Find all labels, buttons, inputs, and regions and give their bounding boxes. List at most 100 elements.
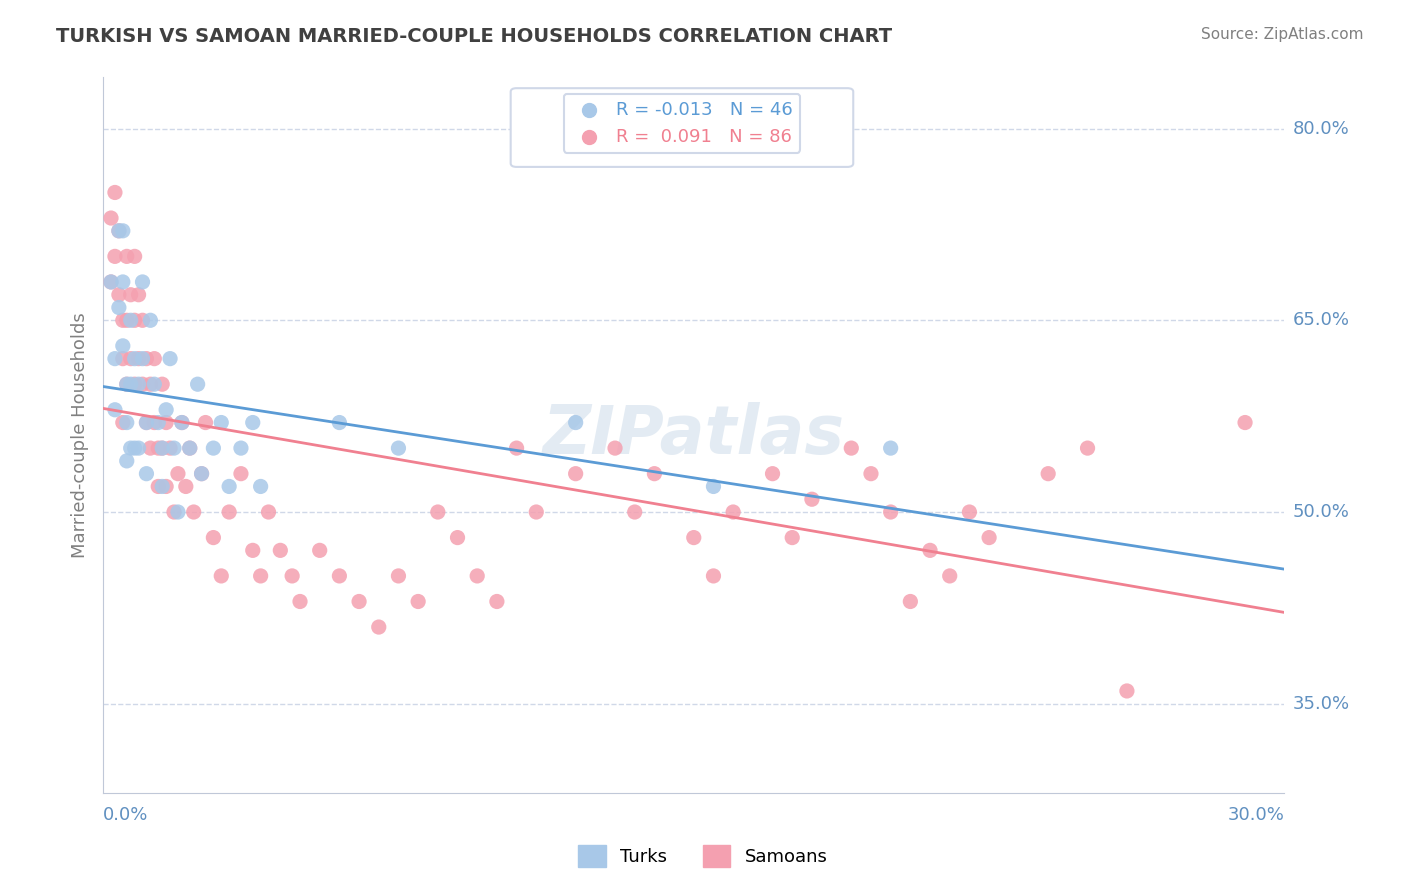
- Point: [426, 505, 449, 519]
- Point: [139, 377, 162, 392]
- Text: 30.0%: 30.0%: [1227, 806, 1285, 824]
- Point: [249, 569, 271, 583]
- Legend: R = -0.013   N = 46, R =  0.091   N = 86: R = -0.013 N = 46, R = 0.091 N = 86: [564, 94, 800, 153]
- Point: [643, 467, 665, 481]
- Point: [148, 479, 170, 493]
- Point: [100, 211, 122, 225]
- Point: [879, 505, 901, 519]
- Point: [128, 441, 150, 455]
- Point: [174, 479, 197, 493]
- Point: [115, 416, 138, 430]
- Point: [115, 377, 138, 392]
- Point: [163, 441, 186, 455]
- Point: [269, 543, 291, 558]
- Point: [150, 441, 173, 455]
- Point: [104, 249, 127, 263]
- Point: [209, 569, 232, 583]
- Point: [761, 467, 783, 481]
- Point: [120, 377, 142, 392]
- Text: 80.0%: 80.0%: [1292, 120, 1348, 137]
- Point: [111, 416, 134, 430]
- Point: [229, 441, 252, 455]
- Point: [898, 594, 921, 608]
- Point: [108, 224, 131, 238]
- Point: [104, 402, 127, 417]
- Point: [257, 505, 280, 519]
- Point: [623, 505, 645, 519]
- Point: [150, 377, 173, 392]
- Point: [918, 543, 941, 558]
- Point: [170, 416, 193, 430]
- FancyBboxPatch shape: [510, 88, 853, 167]
- Point: [111, 313, 134, 327]
- Point: [179, 441, 201, 455]
- Point: [1036, 467, 1059, 481]
- Point: [131, 351, 153, 366]
- Point: [603, 441, 626, 455]
- Point: [229, 467, 252, 481]
- Point: [155, 402, 177, 417]
- Point: [800, 492, 823, 507]
- Point: [190, 467, 212, 481]
- Point: [202, 441, 225, 455]
- Text: ZIPatlas: ZIPatlas: [543, 402, 845, 468]
- Point: [308, 543, 330, 558]
- Point: [120, 313, 142, 327]
- Point: [159, 351, 181, 366]
- Point: [328, 569, 350, 583]
- Point: [155, 416, 177, 430]
- Point: [111, 224, 134, 238]
- Point: [524, 505, 547, 519]
- Point: [111, 339, 134, 353]
- Point: [1116, 684, 1139, 698]
- Point: [150, 479, 173, 493]
- Point: [135, 416, 157, 430]
- Point: [163, 505, 186, 519]
- Point: [167, 467, 190, 481]
- Point: [288, 594, 311, 608]
- Point: [702, 479, 724, 493]
- Text: 65.0%: 65.0%: [1292, 311, 1350, 329]
- Point: [124, 313, 146, 327]
- Point: [143, 416, 166, 430]
- Point: [780, 531, 803, 545]
- Point: [190, 467, 212, 481]
- Y-axis label: Married-couple Households: Married-couple Households: [72, 312, 89, 558]
- Point: [124, 441, 146, 455]
- Point: [682, 531, 704, 545]
- Point: [242, 543, 264, 558]
- Point: [135, 416, 157, 430]
- Point: [131, 275, 153, 289]
- Point: [281, 569, 304, 583]
- Point: [859, 467, 882, 481]
- Point: [187, 377, 209, 392]
- Point: [465, 569, 488, 583]
- Point: [387, 569, 409, 583]
- Point: [108, 287, 131, 301]
- Point: [702, 569, 724, 583]
- Point: [218, 479, 240, 493]
- Point: [957, 505, 980, 519]
- Point: [120, 441, 142, 455]
- Point: [111, 351, 134, 366]
- Point: [170, 416, 193, 430]
- Point: [194, 416, 217, 430]
- Point: [1077, 441, 1099, 455]
- Point: [150, 441, 173, 455]
- Point: [111, 275, 134, 289]
- Text: 0.0%: 0.0%: [103, 806, 149, 824]
- Point: [135, 351, 157, 366]
- Point: [155, 479, 177, 493]
- Point: [124, 351, 146, 366]
- Point: [120, 351, 142, 366]
- Point: [104, 186, 127, 200]
- Point: [131, 377, 153, 392]
- Point: [128, 351, 150, 366]
- Point: [406, 594, 429, 608]
- Point: [108, 301, 131, 315]
- Point: [218, 505, 240, 519]
- Point: [124, 249, 146, 263]
- Text: Source: ZipAtlas.com: Source: ZipAtlas.com: [1201, 27, 1364, 42]
- Point: [139, 441, 162, 455]
- Point: [387, 441, 409, 455]
